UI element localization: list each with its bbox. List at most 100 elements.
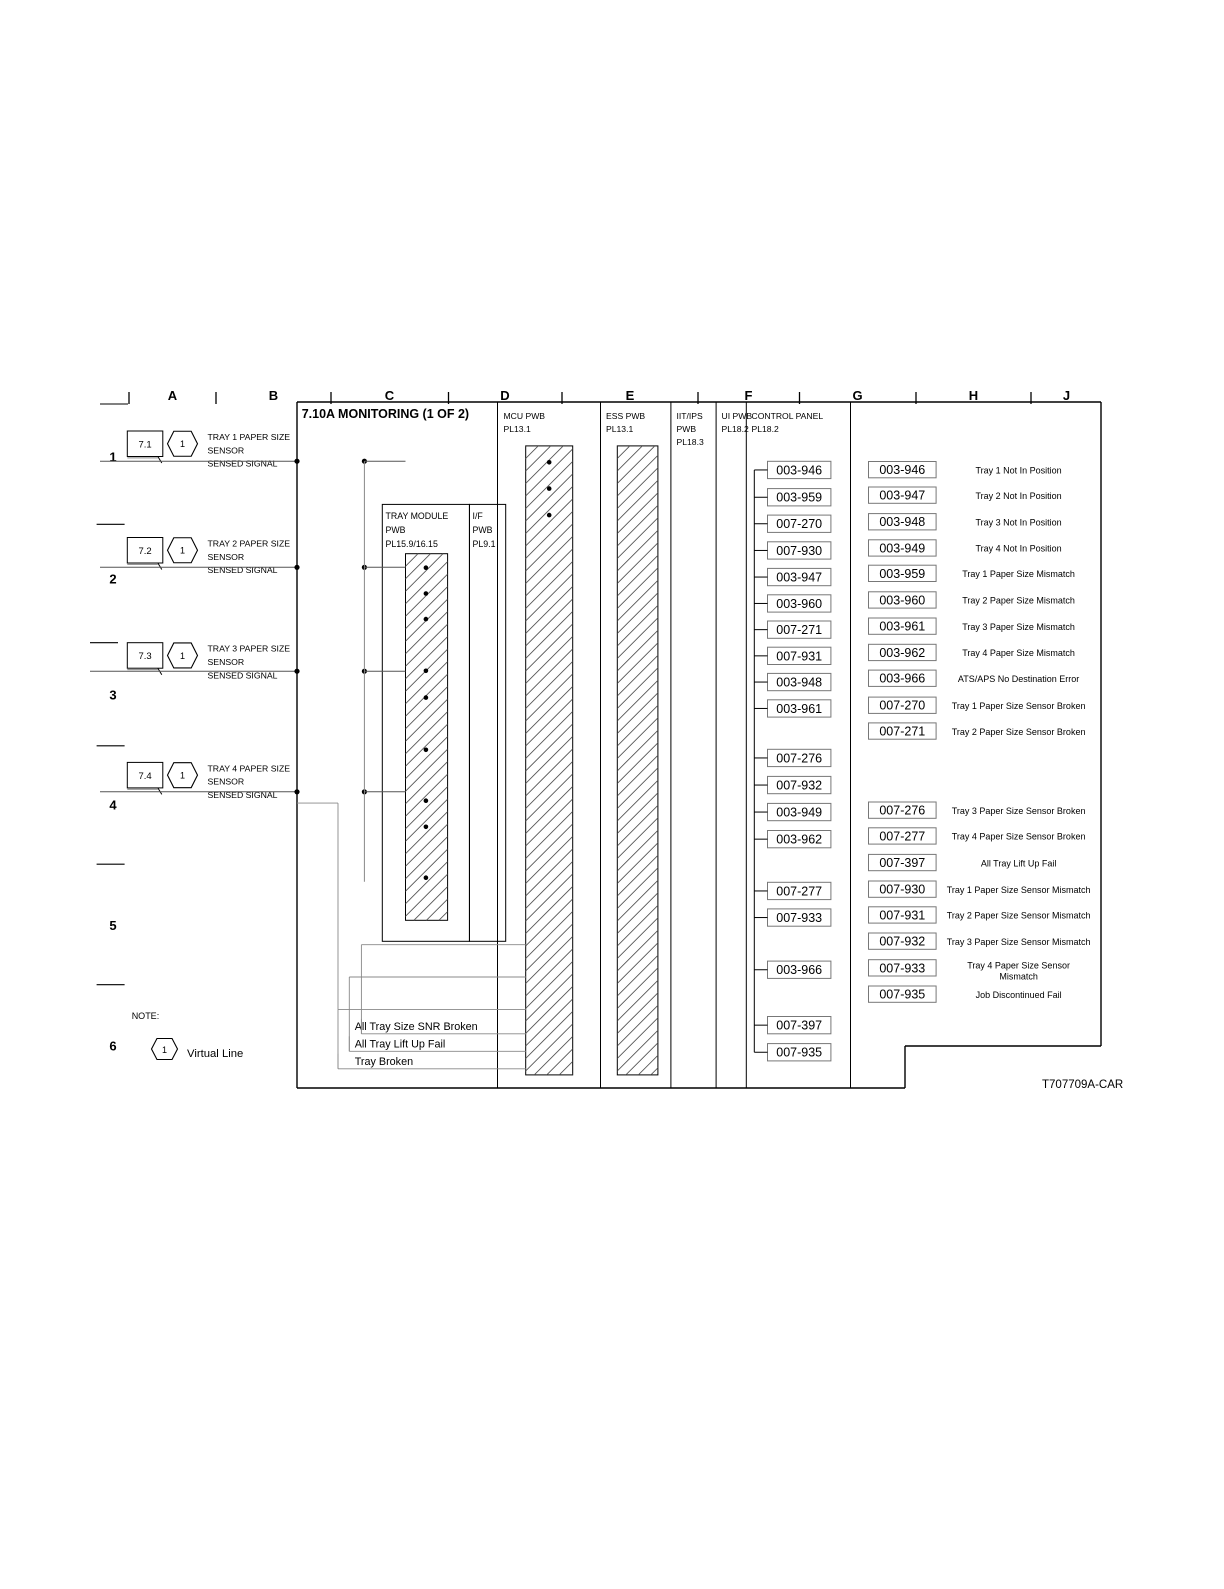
- svg-text:All Tray Size SNR Broken: All Tray Size SNR Broken: [355, 1021, 478, 1033]
- svg-text:007-270: 007-270: [776, 517, 822, 531]
- svg-text:007-933: 007-933: [879, 961, 925, 975]
- svg-text:J: J: [1063, 388, 1070, 403]
- svg-text:Mismatch: Mismatch: [999, 971, 1038, 981]
- svg-text:TRAY 4 PAPER SIZE: TRAY 4 PAPER SIZE: [208, 763, 291, 773]
- svg-text:7.4: 7.4: [138, 771, 151, 782]
- svg-text:Job Discontinued Fail: Job Discontinued Fail: [976, 990, 1062, 1000]
- svg-text:PL13.1: PL13.1: [606, 424, 633, 434]
- svg-text:C: C: [385, 388, 395, 403]
- svg-text:007-270: 007-270: [879, 699, 925, 713]
- svg-text:1: 1: [180, 771, 185, 781]
- svg-text:Tray 2 Not In Position: Tray 2 Not In Position: [975, 491, 1061, 501]
- svg-text:TRAY 2 PAPER SIZE: TRAY 2 PAPER SIZE: [208, 539, 291, 549]
- svg-text:5: 5: [109, 918, 116, 933]
- svg-text:3: 3: [109, 688, 116, 703]
- svg-text:4: 4: [109, 797, 117, 812]
- svg-text:003-947: 003-947: [879, 489, 925, 503]
- svg-text:PL18.3: PL18.3: [677, 437, 704, 447]
- svg-text:007-932: 007-932: [776, 778, 822, 792]
- svg-text:MCU PWB: MCU PWB: [504, 411, 546, 421]
- svg-text:Tray 3 Paper Size Sensor Broke: Tray 3 Paper Size Sensor Broken: [952, 806, 1086, 816]
- svg-text:007-277: 007-277: [776, 884, 822, 898]
- svg-text:B: B: [269, 388, 278, 403]
- svg-text:1: 1: [162, 1045, 167, 1055]
- svg-text:003-946: 003-946: [776, 463, 822, 477]
- svg-text:007-931: 007-931: [776, 649, 822, 663]
- svg-text:UI PWB: UI PWB: [722, 411, 753, 421]
- svg-text:SENSED SIGNAL: SENSED SIGNAL: [208, 565, 278, 575]
- svg-text:007-932: 007-932: [879, 935, 925, 949]
- svg-text:T707709A-CAR: T707709A-CAR: [1042, 1079, 1123, 1091]
- svg-text:003-946: 003-946: [879, 463, 925, 477]
- svg-text:003-947: 003-947: [776, 570, 822, 584]
- svg-text:PL18.2: PL18.2: [752, 424, 779, 434]
- svg-text:Tray 4 Paper Size Sensor Broke: Tray 4 Paper Size Sensor Broken: [952, 832, 1086, 842]
- svg-text:PL9.1: PL9.1: [473, 539, 496, 549]
- svg-text:NOTE:: NOTE:: [132, 1011, 160, 1021]
- svg-text:1: 1: [180, 546, 185, 556]
- svg-text:7.10A MONITORING (1 OF 2): 7.10A MONITORING (1 OF 2): [302, 407, 469, 421]
- svg-text:7.1: 7.1: [138, 439, 151, 450]
- svg-text:PL13.1: PL13.1: [504, 424, 531, 434]
- svg-text:007-271: 007-271: [776, 623, 822, 637]
- svg-text:003-961: 003-961: [879, 620, 925, 634]
- svg-text:003-966: 003-966: [879, 672, 925, 686]
- svg-text:007-935: 007-935: [879, 988, 925, 1002]
- svg-text:003-948: 003-948: [776, 675, 822, 689]
- svg-text:Tray 2 Paper Size Sensor Misma: Tray 2 Paper Size Sensor Mismatch: [947, 911, 1091, 921]
- svg-text:003-948: 003-948: [879, 515, 925, 529]
- svg-text:Tray 4 Not In Position: Tray 4 Not In Position: [975, 544, 1061, 554]
- svg-text:007-931: 007-931: [879, 908, 925, 922]
- svg-text:Tray 2 Paper Size Sensor Broke: Tray 2 Paper Size Sensor Broken: [952, 727, 1086, 737]
- svg-text:Tray 1 Paper Size Sensor Broke: Tray 1 Paper Size Sensor Broken: [952, 701, 1086, 711]
- svg-text:003-962: 003-962: [879, 646, 925, 660]
- svg-text:D: D: [500, 388, 509, 403]
- svg-text:6: 6: [109, 1038, 116, 1053]
- svg-text:007-397: 007-397: [879, 856, 925, 870]
- svg-text:PL18.2: PL18.2: [722, 424, 749, 434]
- svg-text:7.2: 7.2: [138, 546, 151, 557]
- svg-text:007-930: 007-930: [879, 883, 925, 897]
- svg-text:003-961: 003-961: [776, 702, 822, 716]
- svg-text:Tray 2 Paper Size Mismatch: Tray 2 Paper Size Mismatch: [962, 596, 1075, 606]
- svg-text:SENSED SIGNAL: SENSED SIGNAL: [208, 459, 278, 469]
- svg-text:2: 2: [109, 572, 116, 587]
- svg-text:007-276: 007-276: [879, 804, 925, 818]
- svg-text:F: F: [745, 388, 753, 403]
- svg-text:003-949: 003-949: [879, 541, 925, 555]
- svg-text:1: 1: [180, 439, 185, 449]
- svg-text:007-933: 007-933: [776, 911, 822, 925]
- svg-text:Tray 4 Paper Size Sensor: Tray 4 Paper Size Sensor: [967, 960, 1070, 970]
- svg-text:PWB: PWB: [386, 525, 406, 535]
- svg-text:E: E: [626, 388, 635, 403]
- svg-text:Tray 3 Paper Size Mismatch: Tray 3 Paper Size Mismatch: [962, 622, 1075, 632]
- svg-text:I/F: I/F: [473, 511, 484, 521]
- svg-text:Tray 1 Paper Size Sensor Misma: Tray 1 Paper Size Sensor Mismatch: [947, 885, 1091, 895]
- svg-text:1: 1: [180, 651, 185, 661]
- svg-text:SENSOR: SENSOR: [208, 445, 245, 455]
- svg-text:007-397: 007-397: [776, 1019, 822, 1033]
- svg-text:Tray 3 Not In Position: Tray 3 Not In Position: [975, 517, 1061, 527]
- svg-text:SENSOR: SENSOR: [208, 777, 245, 787]
- svg-text:7.3: 7.3: [138, 651, 151, 662]
- svg-text:TRAY MODULE: TRAY MODULE: [386, 511, 449, 521]
- svg-text:IIT/IPS: IIT/IPS: [677, 411, 704, 421]
- svg-text:007-930: 007-930: [776, 544, 822, 558]
- svg-text:All Tray Lift Up Fail: All Tray Lift Up Fail: [981, 858, 1057, 868]
- svg-text:SENSOR: SENSOR: [208, 657, 245, 667]
- svg-text:PL15.9/16.15: PL15.9/16.15: [386, 539, 438, 549]
- svg-text:G: G: [852, 388, 862, 403]
- svg-text:Virtual Line: Virtual Line: [187, 1048, 243, 1060]
- svg-text:007-271: 007-271: [879, 724, 925, 738]
- svg-text:ATS/APS No Destination Error: ATS/APS No Destination Error: [958, 674, 1079, 684]
- svg-text:007-276: 007-276: [776, 751, 822, 765]
- svg-text:003-959: 003-959: [879, 567, 925, 581]
- svg-text:Tray 4 Paper Size Mismatch: Tray 4 Paper Size Mismatch: [962, 648, 1075, 658]
- svg-text:Tray 1 Paper Size Mismatch: Tray 1 Paper Size Mismatch: [962, 569, 1075, 579]
- svg-text:H: H: [969, 388, 978, 403]
- svg-text:TRAY 1 PAPER SIZE: TRAY 1 PAPER SIZE: [208, 432, 291, 442]
- svg-text:Tray 3 Paper Size Sensor Misma: Tray 3 Paper Size Sensor Mismatch: [947, 937, 1091, 947]
- svg-text:003-949: 003-949: [776, 805, 822, 819]
- svg-text:003-962: 003-962: [776, 833, 822, 847]
- svg-text:ESS PWB: ESS PWB: [606, 411, 645, 421]
